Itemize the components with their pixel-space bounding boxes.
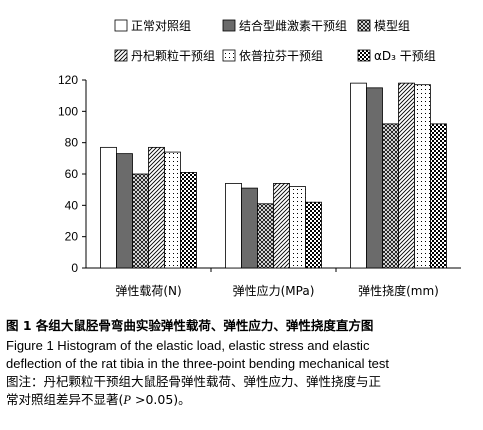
figure-note-p-symbol: P — [123, 393, 132, 407]
y-tick-label: 60 — [65, 167, 79, 181]
y-tick-label: 40 — [65, 198, 79, 212]
figure-note-line2-suffix: >0.05)。 — [131, 392, 191, 407]
legend-swatch — [357, 19, 371, 32]
bar — [414, 84, 431, 269]
y-tick-label: 20 — [65, 230, 79, 244]
figure-note-line2: 常对照组差异不显著(P >0.05)。 — [6, 391, 478, 409]
y-tick-label: 80 — [65, 136, 79, 150]
figure-caption-english-line2: deflection of the rat tibia in the three… — [6, 356, 390, 371]
bar — [116, 153, 133, 269]
legend-label: 模型组 — [374, 19, 410, 33]
bar — [350, 82, 367, 269]
figure-note-line2-prefix: 常对照组差异不显著( — [6, 392, 124, 407]
legend-label: 丹杞颗粒干预组 — [131, 48, 215, 63]
y-tick-label: 100 — [58, 104, 78, 118]
figure-note-line1: 图注：丹杞颗粒干预组大鼠胫骨弹性载荷、弹性应力、弹性挠度与正 — [6, 374, 382, 389]
bar — [382, 123, 399, 269]
legend-swatch — [222, 49, 236, 62]
x-category-label: 弹性载荷(N) — [115, 284, 181, 298]
bar — [148, 146, 165, 269]
bar — [257, 203, 274, 269]
legend-swatch — [114, 19, 128, 32]
x-category-label: 弹性应力(MPa) — [233, 283, 315, 298]
y-tick-label: 0 — [71, 261, 78, 275]
bar — [430, 123, 447, 269]
legend-label: αD₃ 干预组 — [374, 49, 436, 63]
bar — [289, 186, 306, 269]
bar — [241, 187, 258, 269]
bar — [273, 182, 290, 269]
y-tick-label: 120 — [58, 73, 78, 87]
legend-swatch — [114, 49, 128, 62]
figure-caption-title: 图 1 各组大鼠胫骨弯曲实验弹性载荷、弹性应力、弹性挠度直方图 — [6, 318, 374, 333]
bar — [100, 146, 117, 269]
bar — [225, 182, 242, 269]
bar — [132, 173, 149, 269]
bar — [305, 201, 322, 269]
legend-swatch — [222, 19, 236, 32]
chart-axes: 0 20 40 60 80 100 120 弹性载荷(N) 弹性应力(MPa) 弹性挠度(mm) — [58, 73, 461, 298]
legend-swatch — [357, 49, 371, 62]
legend-label: 依普拉芬干预组 — [239, 48, 323, 63]
bar — [164, 151, 181, 269]
bar — [366, 87, 383, 269]
x-category-label: 弹性挠度(mm) — [358, 283, 439, 298]
bar — [180, 172, 197, 269]
bar — [398, 82, 415, 269]
figure-caption-english-line1: Figure 1 Histogram of the elastic load, … — [6, 338, 370, 353]
chart-bars — [100, 82, 447, 269]
legend-label: 结合型雌激素干预组 — [239, 18, 347, 33]
legend-label: 正常对照组 — [131, 19, 191, 33]
